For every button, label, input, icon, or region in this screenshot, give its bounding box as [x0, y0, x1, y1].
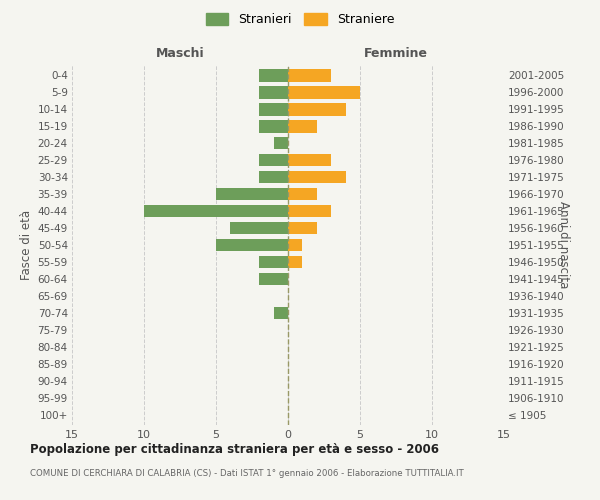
Text: COMUNE DI CERCHIARA DI CALABRIA (CS) - Dati ISTAT 1° gennaio 2006 - Elaborazione: COMUNE DI CERCHIARA DI CALABRIA (CS) - D…	[30, 469, 464, 478]
Bar	[259, 256, 288, 268]
Text: Femmine: Femmine	[364, 47, 428, 60]
Bar	[288, 170, 346, 183]
Text: Popolazione per cittadinanza straniera per età e sesso - 2006: Popolazione per cittadinanza straniera p…	[30, 442, 439, 456]
Bar	[288, 86, 360, 99]
Bar	[259, 69, 288, 82]
Bar	[288, 69, 331, 82]
Text: Maschi: Maschi	[155, 47, 205, 60]
Bar	[259, 272, 288, 285]
Bar	[274, 306, 288, 320]
Bar	[259, 103, 288, 116]
Bar	[144, 204, 288, 218]
Bar	[216, 238, 288, 252]
Bar	[288, 120, 317, 132]
Legend: Stranieri, Straniere: Stranieri, Straniere	[202, 8, 398, 30]
Bar	[288, 256, 302, 268]
Bar	[259, 170, 288, 183]
Bar	[259, 154, 288, 166]
Bar	[288, 204, 331, 218]
Bar	[259, 120, 288, 132]
Bar	[274, 136, 288, 149]
Bar	[288, 222, 317, 234]
Bar	[230, 222, 288, 234]
Bar	[288, 238, 302, 252]
Bar	[288, 154, 331, 166]
Bar	[259, 86, 288, 99]
Y-axis label: Anni di nascita: Anni di nascita	[557, 202, 571, 288]
Bar	[288, 103, 346, 116]
Bar	[288, 188, 317, 200]
Y-axis label: Fasce di età: Fasce di età	[20, 210, 34, 280]
Bar	[216, 188, 288, 200]
